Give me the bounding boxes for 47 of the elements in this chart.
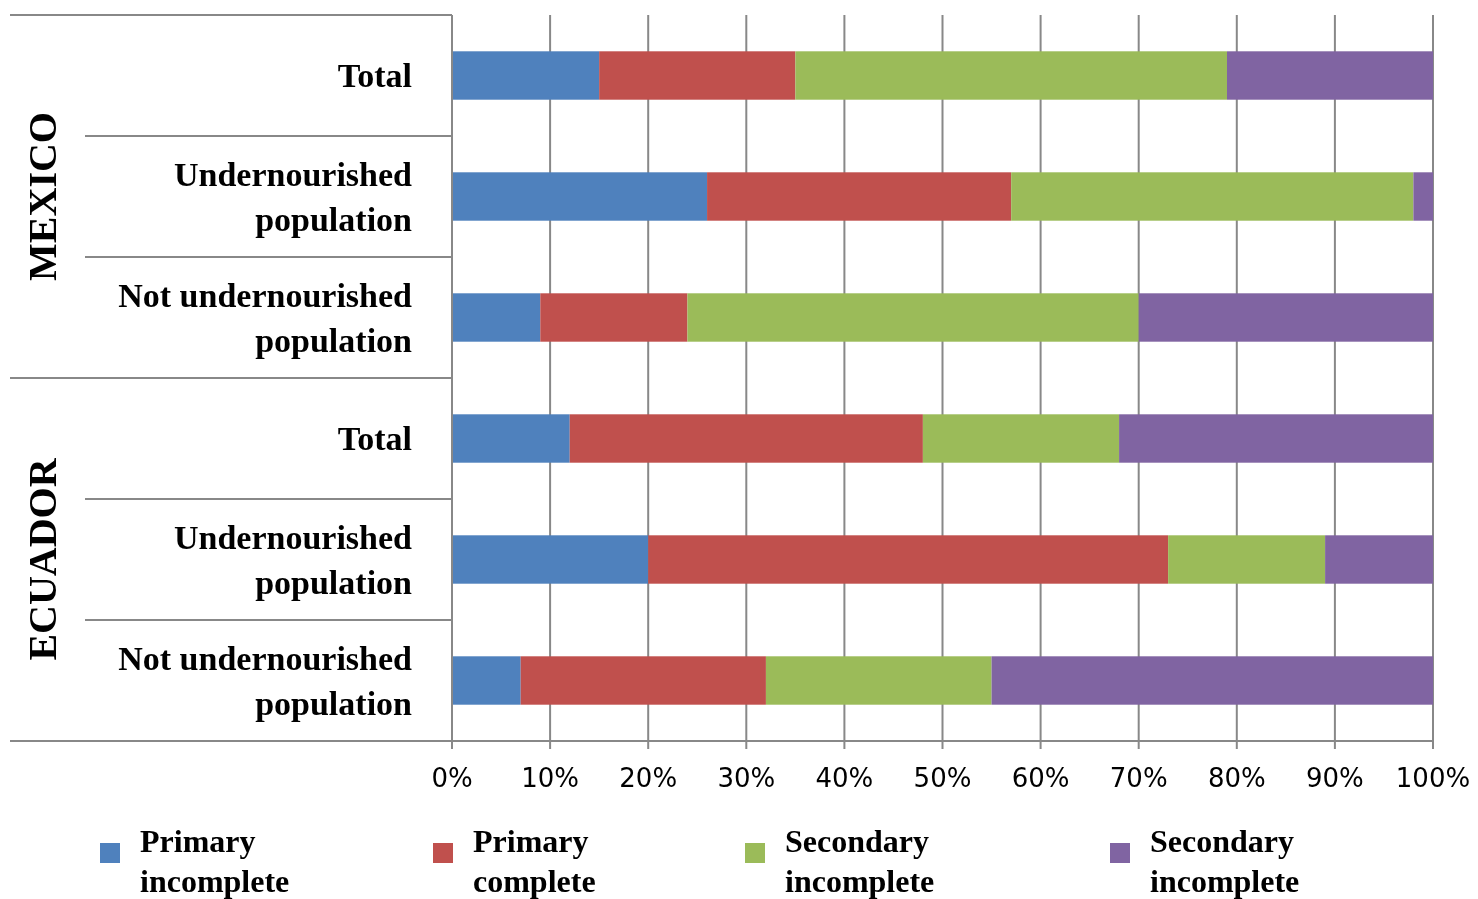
legend-label: Secondary incomplete — [785, 823, 935, 899]
bar — [452, 656, 521, 705]
x-tick-label: 90% — [1306, 763, 1364, 793]
bar — [1226, 51, 1433, 100]
bar — [569, 414, 923, 463]
bar — [1325, 535, 1433, 584]
bar — [1413, 172, 1433, 221]
x-tick-label: 60% — [1011, 763, 1070, 793]
y-tick-label: Total — [337, 419, 412, 457]
bar — [922, 414, 1120, 463]
bar — [707, 172, 1012, 221]
x-tick-label: 0% — [431, 763, 473, 793]
x-tick-label: 100% — [1395, 763, 1471, 793]
bar — [452, 535, 649, 584]
bar — [1011, 172, 1414, 221]
text: ECUADOR — [20, 457, 65, 661]
x-tick-label: 20% — [619, 763, 678, 793]
bar — [765, 656, 992, 705]
y-tick-label: Undernourished population — [173, 155, 413, 238]
y-tick-label: Total — [337, 56, 412, 94]
legend-label: Primary complete — [473, 823, 596, 899]
bar — [1138, 293, 1433, 342]
x-tick-label: 40% — [815, 763, 874, 793]
x-tick-label: 70% — [1109, 763, 1168, 793]
bar — [991, 656, 1433, 705]
bar — [520, 656, 766, 705]
bar — [648, 535, 1169, 584]
bar — [687, 293, 1139, 342]
legend-label: Secondary incomplete — [1150, 823, 1300, 899]
bar — [452, 293, 541, 342]
legend-label: Primary incomplete — [140, 823, 290, 899]
y-tick-label: Not undernourished population — [118, 276, 413, 359]
bar — [452, 414, 570, 463]
bar — [795, 51, 1227, 100]
y-tick-label: Not undernourished population — [118, 639, 413, 722]
bar — [599, 51, 796, 100]
text: MEXICO — [20, 112, 65, 281]
bar — [1168, 535, 1326, 584]
x-tick-label: 50% — [913, 763, 972, 793]
y-tick-label: Undernourished population — [173, 518, 413, 601]
x-tick-label: 80% — [1207, 763, 1266, 793]
bar — [452, 172, 708, 221]
x-tick-label: 30% — [717, 763, 776, 793]
bar — [1119, 414, 1433, 463]
x-tick-label: 10% — [521, 763, 579, 793]
bar — [540, 293, 688, 342]
bar — [452, 51, 600, 100]
